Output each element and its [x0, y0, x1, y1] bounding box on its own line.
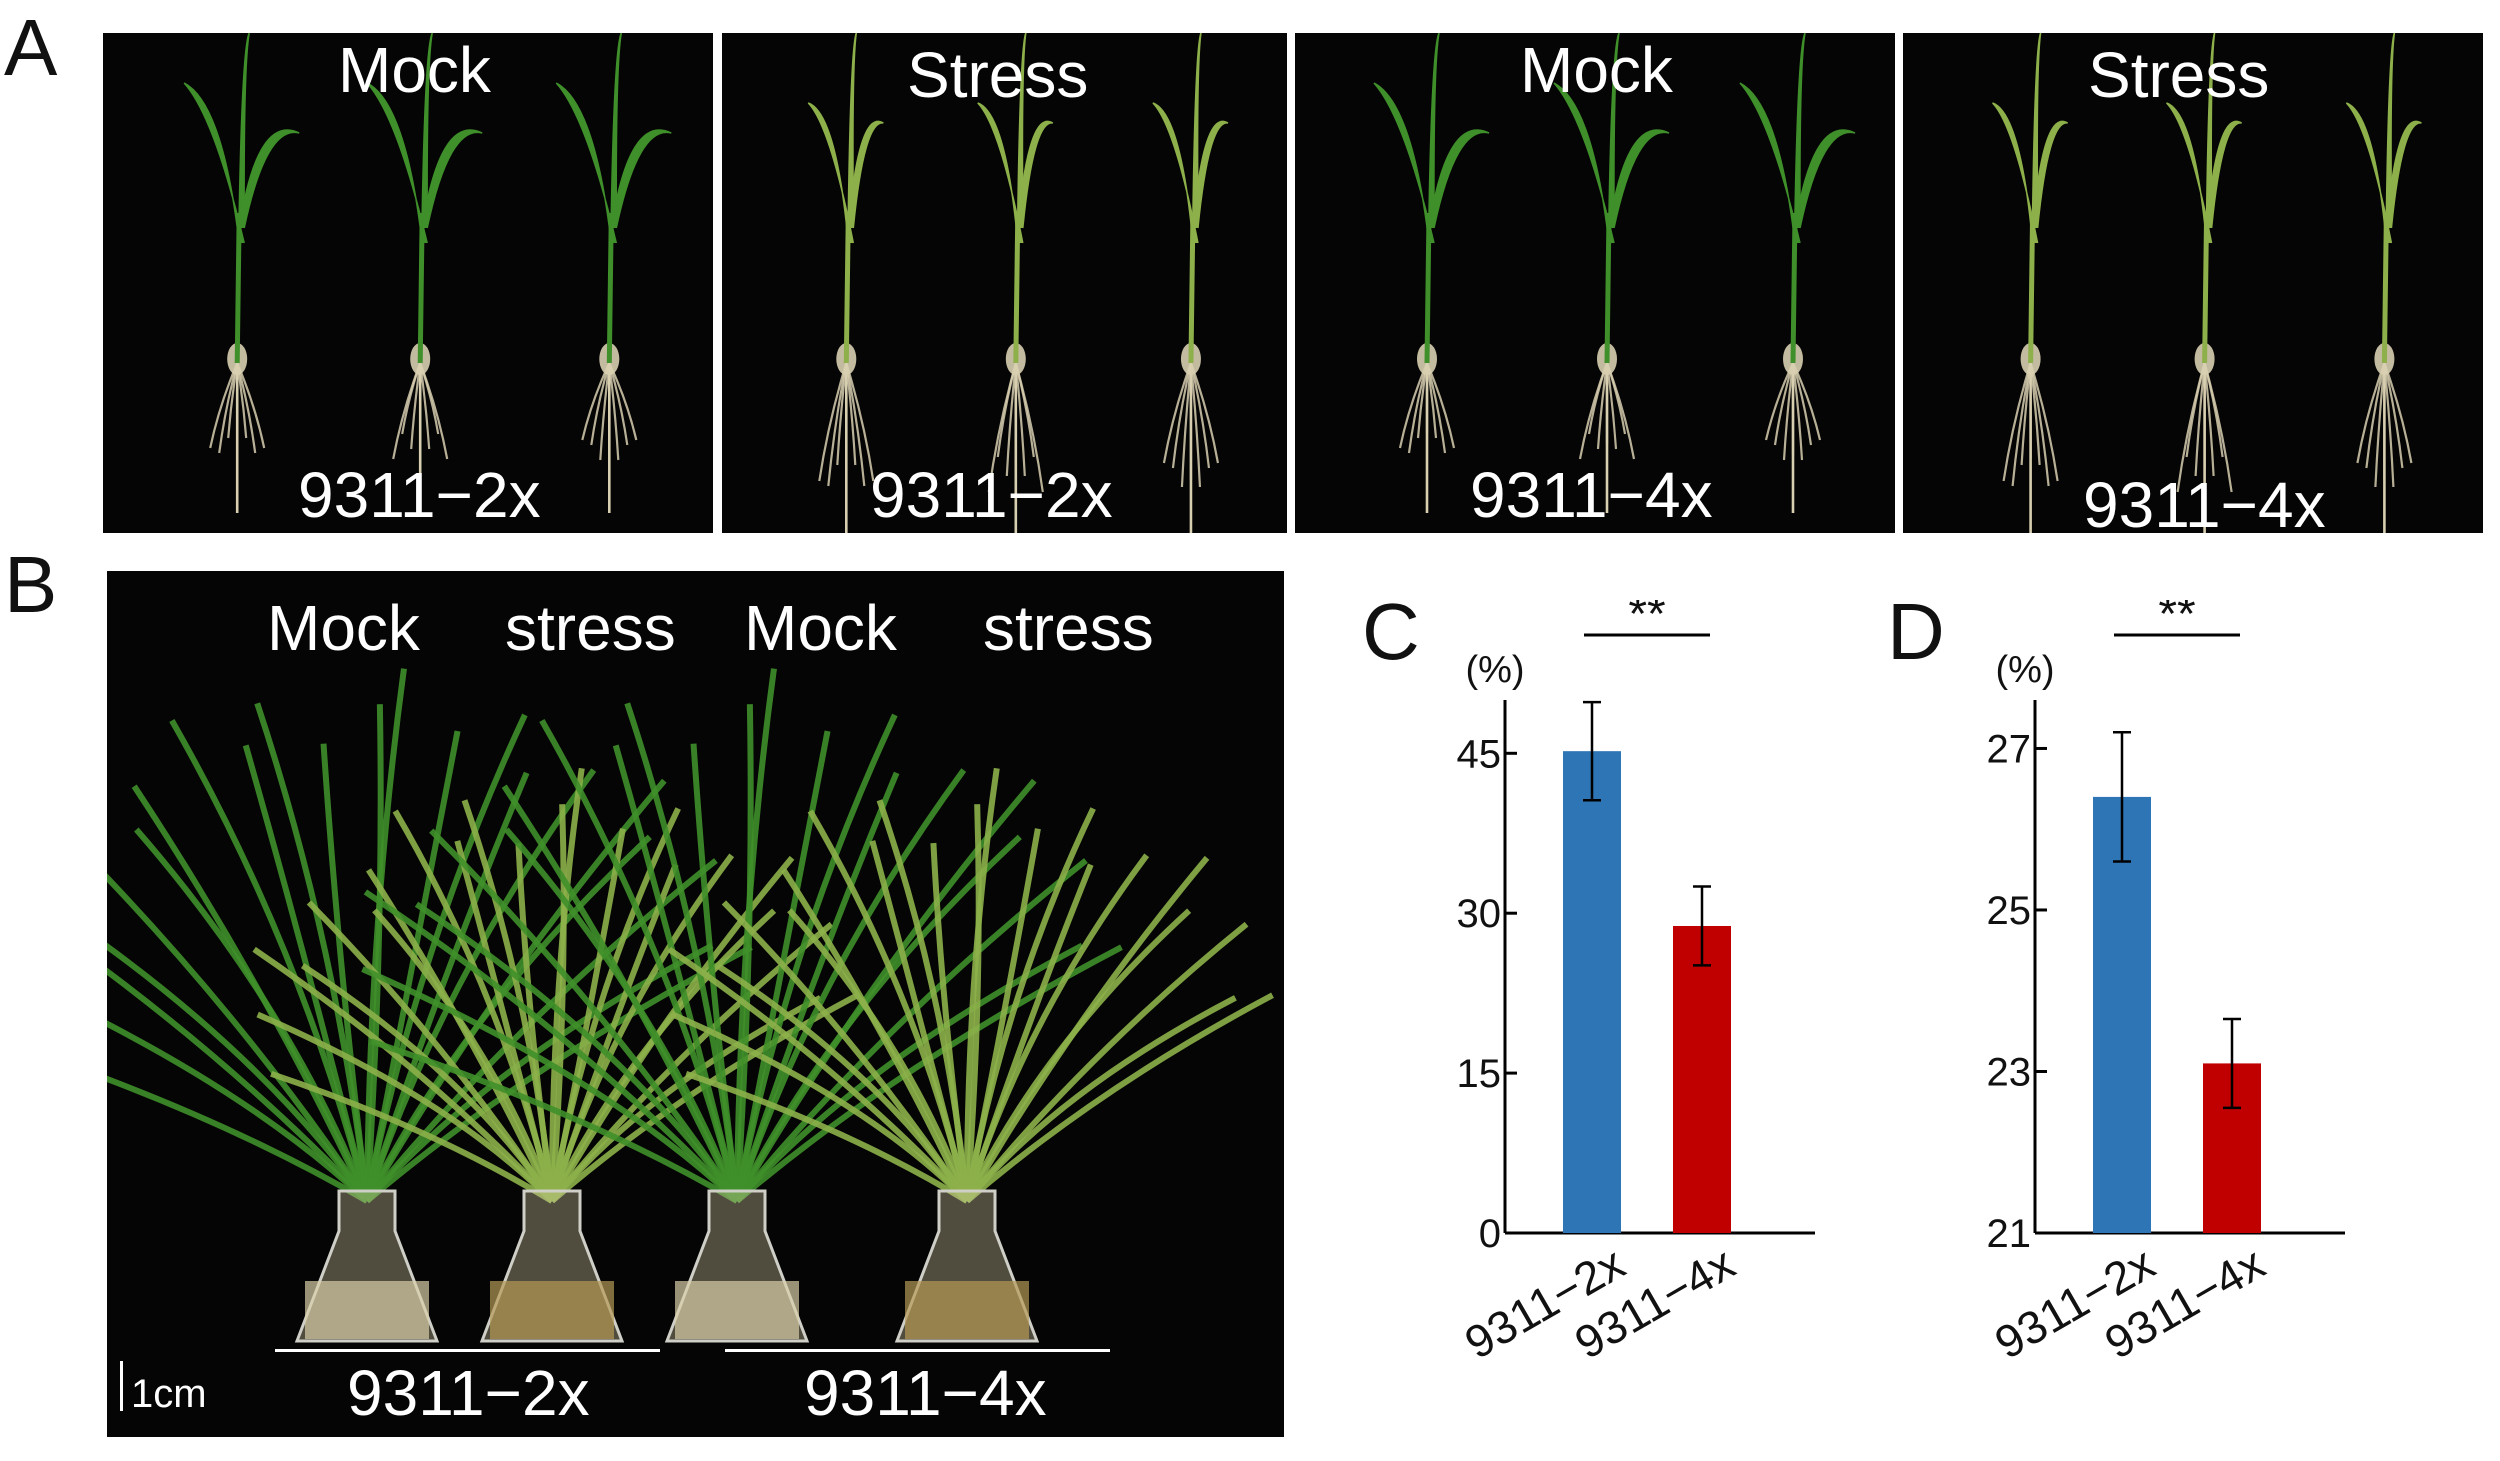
seedling: [2166, 33, 2242, 533]
bar: [1673, 925, 1731, 1233]
y-tick-label: 27: [1987, 727, 2032, 771]
seedling: [2345, 33, 2422, 533]
seedling: [1992, 33, 2068, 533]
flask-plant: [667, 767, 1274, 1343]
seedling: [183, 33, 300, 513]
seedlings-image: [183, 33, 672, 513]
condition-label: Mock: [338, 34, 491, 106]
panel-a-photo-2: Stress 9311−2x: [722, 33, 1287, 533]
y-tick-label: 45: [1457, 732, 1502, 776]
panel-a-photo-1: Mock 9311−2x: [103, 33, 713, 533]
condition-label: Stress: [2088, 39, 2270, 111]
scale-bar-label: 1cm: [131, 1372, 207, 1416]
y-tick-label: 21: [1987, 1212, 2032, 1256]
scale-bar: [120, 1361, 123, 1411]
y-unit-label: (%): [1465, 649, 1524, 691]
y-tick-label: 23: [1987, 1050, 2032, 1094]
flask-plant: [252, 767, 859, 1343]
condition-label: Stress: [907, 39, 1089, 111]
y-tick-label: 25: [1987, 889, 2032, 933]
panel-a-photo-4: Stress 9311−4x: [1903, 33, 2483, 533]
seedling: [977, 33, 1054, 533]
seedling: [1739, 33, 1856, 513]
significance-label: **: [1628, 600, 1665, 641]
seedlings-image: [807, 33, 1229, 533]
seedling: [1373, 33, 1490, 513]
panel-a-letter: A: [4, 3, 58, 92]
condition-label: Mock: [1520, 34, 1673, 106]
seedling: [1553, 33, 1670, 513]
panel-b-letter: B: [4, 540, 58, 629]
panel-d-letter: D: [1887, 587, 1945, 676]
bar: [1563, 751, 1621, 1233]
genotype-underline: [725, 1349, 1110, 1352]
genotype-label: 9311−2x: [870, 459, 1113, 531]
seedling: [1152, 33, 1229, 533]
condition-label: stress: [505, 592, 676, 664]
y-tick-label: 30: [1457, 892, 1502, 936]
seedlings-image: [1373, 33, 1856, 513]
genotype-underline: [275, 1349, 660, 1352]
y-tick-label: 0: [1479, 1212, 1501, 1256]
panel-a-photo-3: Mock 9311−4x: [1295, 33, 1895, 533]
significance-label: **: [2158, 600, 2195, 641]
y-unit-label: (%): [1995, 649, 2054, 691]
seedling: [807, 33, 884, 533]
seedlings-image: [1992, 33, 2422, 533]
condition-label: Mock: [744, 592, 897, 664]
condition-label: Mock: [267, 592, 420, 664]
panel-b-photo: Mock stress Mock stress 9311−2x 9311−4x …: [107, 571, 1284, 1437]
y-tick-label: 15: [1457, 1052, 1502, 1096]
genotype-label: 9311−2x: [298, 459, 541, 531]
genotype-label: 9311−4x: [2083, 469, 2326, 533]
genotype-label: 9311−4x: [804, 1357, 1047, 1429]
seedling: [555, 33, 672, 513]
genotype-label: 9311−4x: [1470, 459, 1713, 531]
flask-plant: [107, 668, 753, 1343]
potted-plants-image: [107, 668, 1274, 1343]
seedling: [366, 33, 483, 513]
panel-c-letter: C: [1362, 587, 1420, 676]
bar: [2093, 796, 2151, 1233]
genotype-label: 9311−2x: [347, 1357, 590, 1429]
condition-label: stress: [983, 592, 1154, 664]
